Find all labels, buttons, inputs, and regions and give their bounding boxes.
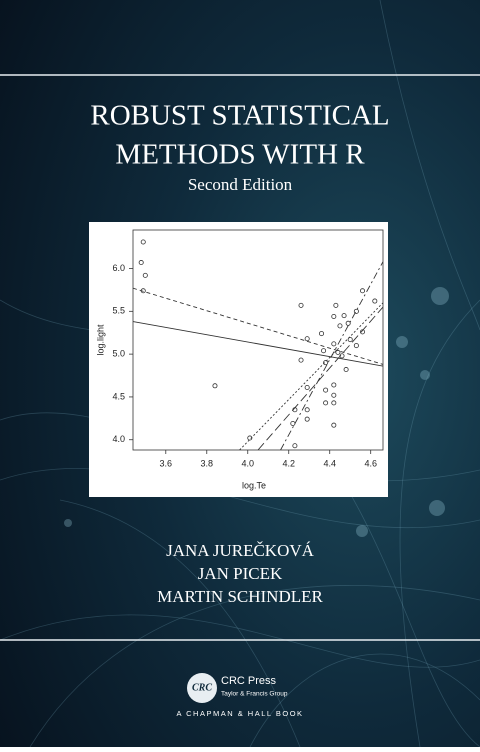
x-axis-label: log.Te: [242, 480, 266, 490]
point: [304, 407, 310, 413]
point: [337, 323, 343, 329]
y-tick-label: 5.5: [112, 306, 125, 316]
point: [347, 337, 353, 343]
point: [142, 272, 148, 278]
title-line: ROBUST STATISTICAL: [90, 100, 389, 132]
point: [292, 443, 298, 449]
y-tick-label: 4.5: [112, 391, 125, 401]
point: [345, 320, 351, 326]
point: [343, 367, 349, 373]
point: [331, 341, 337, 347]
x-tick-label: 3.6: [160, 458, 173, 468]
point: [304, 385, 310, 391]
point: [321, 348, 327, 354]
point: [331, 422, 337, 428]
logo-badge: [187, 673, 217, 703]
chart-panel: [89, 222, 388, 497]
fit-line: [133, 321, 383, 367]
fit-line: [257, 306, 383, 450]
point: [140, 239, 146, 245]
network-nodes: [64, 287, 449, 537]
point: [331, 382, 337, 388]
point: [360, 329, 366, 335]
point: [290, 420, 296, 426]
y-tick-label: 6.0: [112, 263, 125, 273]
publisher-group: Taylor & Francis Group: [221, 691, 288, 698]
point: [372, 298, 378, 304]
point: [138, 260, 144, 266]
point: [353, 308, 359, 314]
subtitle: Second Edition: [188, 175, 293, 194]
y-tick-label: 4.0: [112, 434, 125, 444]
y-tick-label: 5.0: [112, 348, 125, 358]
point: [331, 313, 337, 319]
fit-lines: [133, 261, 383, 450]
point: [319, 331, 325, 337]
author: MARTIN SCHINDLER: [157, 587, 323, 606]
point: [247, 435, 253, 441]
point: [360, 288, 366, 294]
point: [331, 400, 337, 406]
author: JANA JUREČKOVÁ: [166, 541, 315, 560]
fit-line: [133, 287, 383, 365]
fit-line: [280, 261, 383, 450]
point: [335, 349, 341, 355]
point: [339, 353, 345, 359]
point: [353, 343, 359, 349]
point: [323, 400, 329, 406]
point: [304, 336, 310, 342]
point: [212, 383, 218, 389]
x-tick-label: 3.8: [201, 458, 214, 468]
logo-mark: CRC: [192, 682, 212, 693]
point: [304, 416, 310, 422]
publisher-name: CRC Press: [221, 675, 277, 687]
point: [140, 288, 146, 294]
point: [331, 392, 337, 398]
x-tick-label: 4.0: [241, 458, 254, 468]
plot: 3.6 3.8 4.0 4.2 4.4 4.6 4.0 4.5 5.0 5.5 6.0: [112, 239, 383, 468]
y-axis-label: log.light: [95, 324, 105, 356]
point: [341, 313, 347, 319]
point: [298, 357, 304, 363]
point: [298, 302, 304, 308]
point: [292, 407, 298, 413]
x-tick-label: 4.6: [364, 458, 377, 468]
point: [333, 302, 339, 308]
imprint: A CHAPMAN & HALL BOOK: [176, 709, 303, 718]
point: [323, 387, 329, 393]
title-line: METHODS WITH R: [115, 139, 365, 171]
point: [323, 360, 329, 366]
author: JAN PICEK: [198, 564, 283, 583]
x-tick-label: 4.4: [323, 458, 336, 468]
x-tick-label: 4.2: [282, 458, 295, 468]
